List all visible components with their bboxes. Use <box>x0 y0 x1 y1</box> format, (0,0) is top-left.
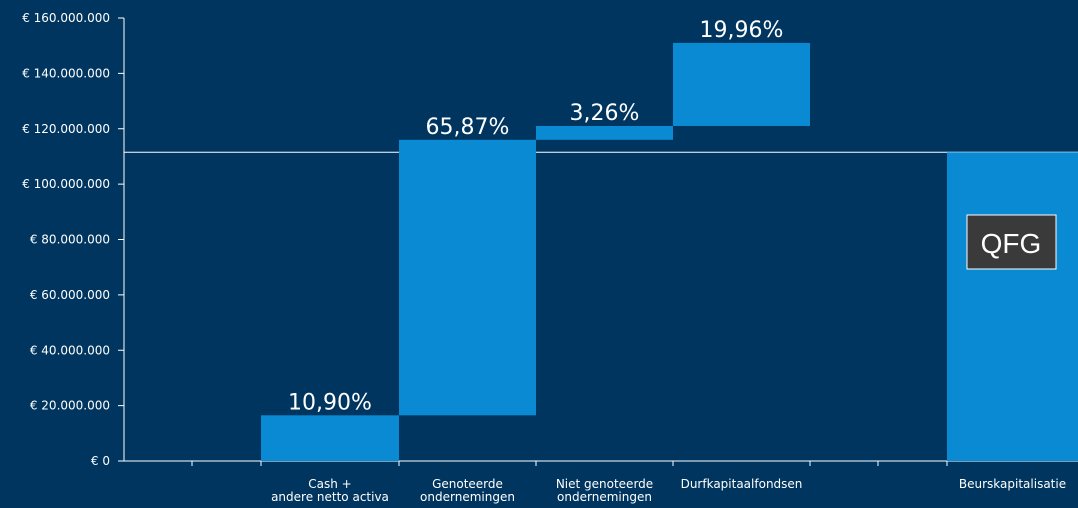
category-label: Cash + <box>308 477 351 491</box>
y-tick-label: € 140.000.000 <box>22 66 110 80</box>
waterfall-bar <box>536 125 673 140</box>
bars-layer <box>261 42 1078 462</box>
axis-layer <box>118 17 1078 466</box>
y-tick-label: € 0 <box>91 454 110 468</box>
y-tick-label: € 60.000.000 <box>30 288 110 302</box>
bar-data-label: 65,87% <box>426 115 510 140</box>
category-label: andere netto activa <box>271 490 389 504</box>
category-label: Beurskapitalisatie <box>959 477 1066 491</box>
qfg-logo: QFG <box>966 214 1057 270</box>
category-label: Niet genoteerde <box>556 477 653 491</box>
waterfall-bar <box>947 152 1078 462</box>
y-tick-label: € 40.000.000 <box>30 343 110 357</box>
waterfall-bar <box>261 415 399 461</box>
y-tick-label: € 160.000.000 <box>22 11 110 25</box>
y-tick-label: € 20.000.000 <box>30 399 110 413</box>
waterfall-bar <box>399 139 536 416</box>
category-label: Durfkapitaalfondsen <box>681 477 803 491</box>
bar-data-label: 3,26% <box>570 101 640 126</box>
category-label: Genoteerde <box>432 477 503 491</box>
y-tick-label: € 80.000.000 <box>30 233 110 247</box>
logo-text: QFG <box>981 228 1042 259</box>
bar-data-label: 19,96% <box>700 18 784 43</box>
y-tick-label: € 120.000.000 <box>22 122 110 136</box>
labels-layer: € 0 € 20.000.000 € 40.000.000 € 60.000.000 €… <box>22 11 1066 504</box>
category-label: ondernemingen <box>557 490 652 504</box>
y-tick-label: € 100.000.000 <box>22 177 110 191</box>
bar-data-label: 10,90% <box>288 390 372 415</box>
logo-box <box>966 214 1057 270</box>
waterfall-bar <box>673 42 810 126</box>
category-label: ondernemingen <box>420 490 515 504</box>
